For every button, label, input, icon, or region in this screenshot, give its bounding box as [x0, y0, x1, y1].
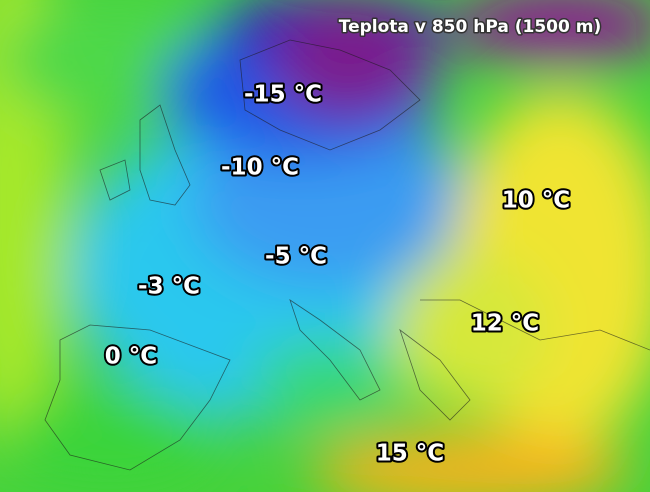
temperature-label: 10 °C [502, 188, 570, 214]
temperature-label: -3 °C [138, 274, 200, 300]
temperature-label: -15 °C [244, 82, 322, 108]
temperature-label: 0 °C [105, 344, 157, 370]
temperature-label: -10 °C [221, 155, 299, 181]
temperature-label: 12 °C [471, 311, 539, 337]
coastlines [44, 39, 650, 471]
temperature-label: -5 °C [265, 244, 327, 270]
map-title: Teplota v 850 hPa (1500 m) [339, 17, 601, 37]
temperature-label: 15 °C [376, 441, 444, 467]
